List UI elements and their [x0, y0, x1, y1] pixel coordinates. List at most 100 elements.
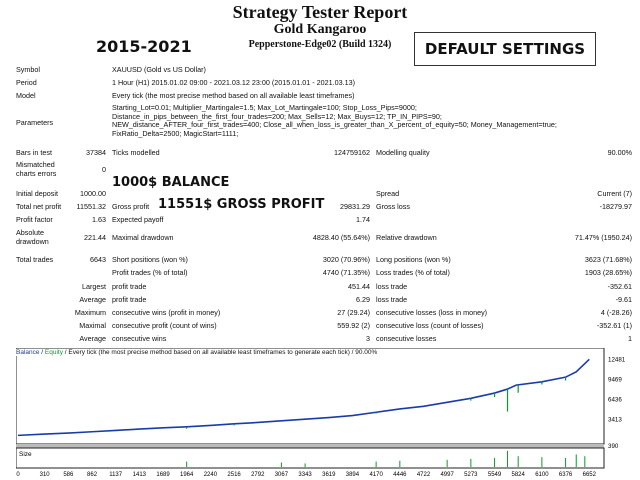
gross-loss-label: Gross loss	[376, 202, 410, 211]
ticks-value: 124759162	[334, 148, 370, 157]
y-tick-label: 3413	[608, 416, 622, 423]
profit-trades-value: 4740 (71.35%)	[322, 268, 370, 277]
max-cons-losses-label: consecutive losses (loss in money)	[376, 308, 488, 317]
avg-cons-losses-value: 1	[628, 334, 632, 343]
net-profit-value: 11551.32	[76, 202, 106, 211]
legend-separator: /	[39, 349, 45, 356]
parameters-line: Starting_Lot=0.01; Multiplier_Martingale…	[112, 103, 417, 112]
chart-model-text: / Every tick (the most precise method ba…	[63, 349, 378, 356]
x-tick-label: 1964	[180, 472, 194, 478]
mismatched-value: 0	[102, 165, 106, 174]
largest-label: Largest	[82, 282, 106, 291]
rel-drawdown-value: 71.47% (1950.24)	[574, 233, 632, 242]
initial-deposit-value: 1000.00	[80, 189, 106, 198]
largest-loss-value: -352.61	[607, 282, 632, 291]
x-tick-label: 586	[63, 472, 74, 478]
x-tick-label: 2516	[227, 472, 241, 478]
average-cons-label: Average	[79, 334, 106, 343]
mismatched-label-2: charts errors	[16, 169, 57, 178]
y-tick-label: 12481	[608, 356, 626, 363]
x-tick-label: 3619	[322, 472, 336, 478]
loss-trades-value: 1903 (28.65%)	[584, 268, 632, 277]
x-tick-label: 4722	[417, 472, 431, 478]
equity-legend: Equity	[44, 349, 63, 356]
average-profit-value: 6.29	[356, 295, 370, 304]
quality-value: 90.00%	[607, 148, 632, 157]
model-value: Every tick (the most precise method base…	[112, 91, 355, 100]
max-cons-losses-value: 4 (-28.26)	[600, 308, 632, 317]
x-tick-label: 3343	[298, 472, 312, 478]
x-tick-label: 6376	[559, 472, 573, 478]
balance-line	[17, 358, 590, 437]
years-overlay: 2015-2021	[96, 37, 192, 56]
total-trades-label: Total trades	[16, 255, 54, 264]
y-tick-label: 390	[608, 443, 619, 450]
period-label: Period	[16, 78, 37, 87]
x-tick-label: 1413	[133, 472, 147, 478]
max-drawdown-value: 4828.40 (55.64%)	[312, 233, 370, 242]
maximal-cons-profit-label: consecutive profit (count of wins)	[112, 321, 217, 330]
spread-value: Current (7)	[597, 189, 632, 198]
short-positions-label: Short positions (won %)	[112, 255, 188, 264]
max-cons-wins-label: consecutive wins (profit in money)	[112, 308, 221, 317]
mismatched-label: Mismatched	[16, 160, 55, 169]
x-tick-label: 5273	[464, 472, 478, 478]
symbol-label: Symbol	[16, 65, 40, 74]
max-drawdown-label: Maximal drawdown	[112, 233, 174, 242]
largest-profit-value: 451.44	[348, 282, 370, 291]
chart-header: Balance / Equity / Every tick (the most …	[16, 349, 378, 356]
server-build: Pepperstone-Edge02 (Build 1324)	[248, 39, 392, 50]
maximal-cons-loss-label: consecutive loss (count of losses)	[376, 321, 484, 330]
maximal-label: Maximal	[79, 321, 106, 330]
x-tick-label: 310	[40, 472, 51, 478]
abs-drawdown-label: Absolute	[16, 228, 44, 237]
avg-cons-losses-label: consecutive losses	[376, 334, 437, 343]
average-profit-trade-label: profit trade	[112, 295, 147, 304]
report-title: Strategy Tester Report	[232, 2, 408, 22]
parameters-block: Starting_Lot=0.01; Multiplier_Martingale…	[112, 103, 632, 138]
long-positions-value: 3623 (71.68%)	[584, 255, 632, 264]
avg-cons-wins-value: 3	[366, 334, 370, 343]
gross-profit-label: Gross profit	[112, 202, 150, 211]
largest-profit-trade-label: profit trade	[112, 282, 147, 291]
x-tick-label: 6100	[535, 472, 549, 478]
bars-value: 37384	[86, 148, 106, 157]
x-tick-label: 6652	[583, 472, 597, 478]
average-loss-value: -9.61	[615, 295, 632, 304]
chart-divider	[16, 444, 604, 448]
x-tick-label: 5824	[511, 472, 525, 478]
x-tick-label: 1137	[109, 472, 123, 478]
ticks-label: Ticks modelled	[112, 148, 160, 157]
profit-trades-label: Profit trades (% of total)	[112, 268, 188, 277]
short-positions-value: 3020 (70.96%)	[322, 255, 370, 264]
abs-drawdown-label-2: drawdown	[16, 237, 49, 246]
balance-equity-chart: 12481 9469 6436 3413 390 0 310 586 862 1137 1413 16…	[16, 348, 626, 478]
x-tick-label: 3894	[346, 472, 360, 478]
profit-factor-value: 1.63	[92, 215, 106, 224]
size-label: Size	[19, 451, 32, 458]
net-profit-label: Total net profit	[16, 202, 62, 211]
main-plot-frame	[16, 348, 605, 445]
avg-cons-wins-label: consecutive wins	[112, 334, 167, 343]
x-tick-label: 2792	[251, 472, 265, 478]
bars-label: Bars in test	[16, 148, 52, 157]
maximal-cons-profit-value: 559.92 (2)	[337, 321, 370, 330]
y-tick-label: 9469	[608, 376, 622, 383]
parameters-line: Distance_in_pips_between_the_first_four_…	[112, 111, 442, 121]
period-value: 1 Hour (H1) 2015.01.02 09:00 - 2021.03.1…	[112, 78, 355, 87]
parameters-line: FixRatio_Delta=2500; MagicStart=1111;	[112, 128, 239, 138]
balance-legend: Balance	[16, 349, 40, 356]
size-plot-frame	[16, 447, 605, 469]
balance-overlay: 1000$ BALANCE	[112, 175, 230, 190]
expected-payoff-value: 1.74	[356, 215, 370, 224]
model-label: Model	[16, 91, 36, 100]
total-trades-value: 6643	[90, 255, 106, 264]
x-tick-label: 4170	[369, 472, 383, 478]
profit-factor-label: Profit factor	[16, 215, 53, 224]
gross-profit-overlay: 11551$ GROSS PROFIT	[158, 197, 325, 212]
x-tick-label: 1689	[156, 472, 170, 478]
x-tick-label: 862	[87, 472, 98, 478]
x-tick-label: 4997	[440, 472, 454, 478]
maximal-cons-loss-value: -352.61 (1)	[596, 321, 632, 330]
parameters-line: NEW_distance_AFTER_four_first_trades=400…	[112, 120, 557, 130]
